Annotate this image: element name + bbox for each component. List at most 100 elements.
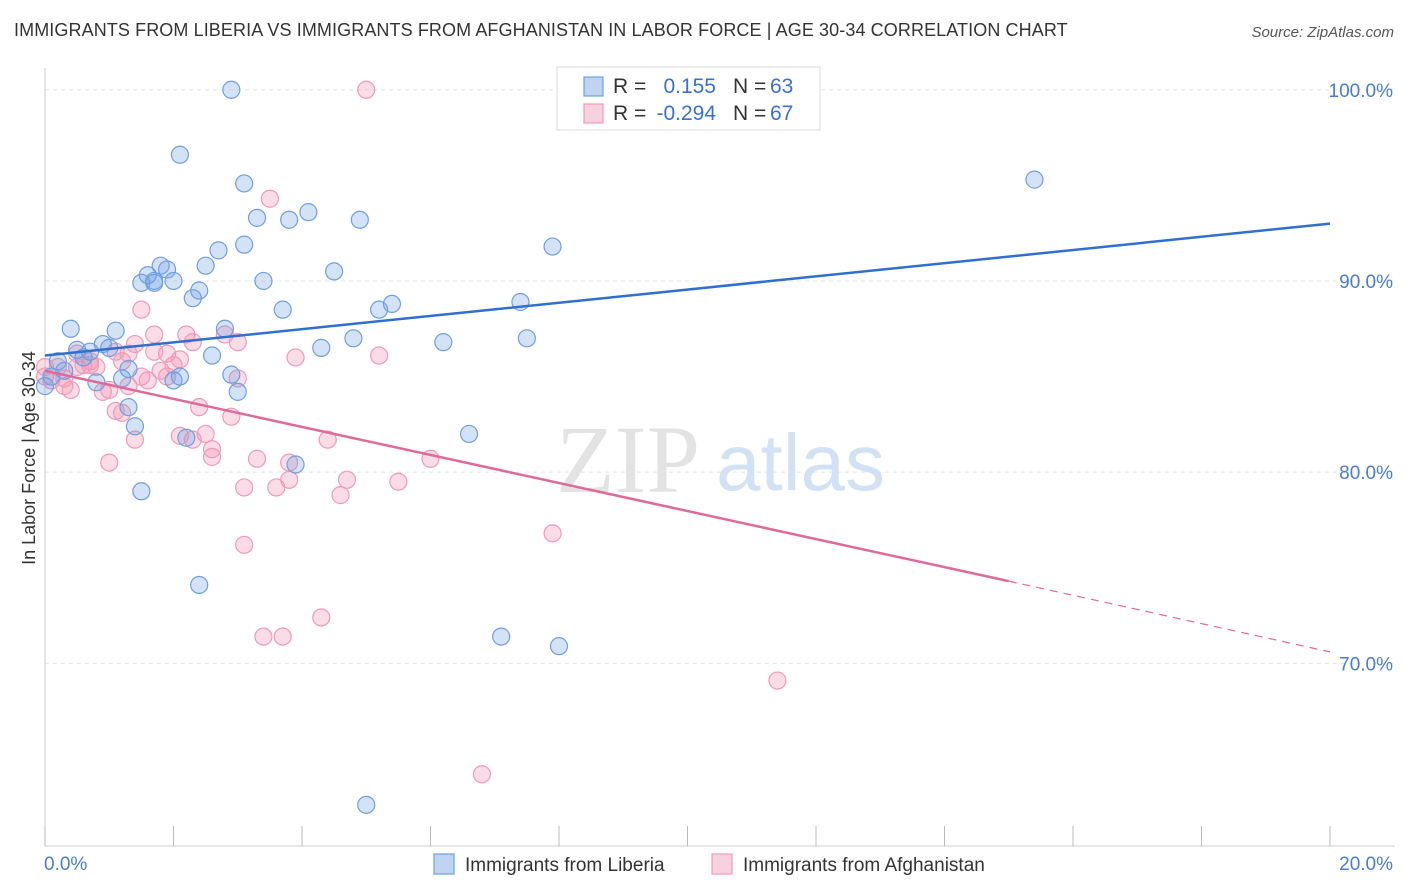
stats-n-label: N = [733,75,766,98]
legend-label-afghanistan: Immigrants from Afghanistan [743,855,985,876]
y-tick-label: 80.0% [1339,463,1393,484]
liberia-point [222,80,241,99]
stats-r-label: R = [613,102,646,125]
stats-n-label: N = [733,102,766,125]
liberia-point [157,260,177,279]
tick-labels: 100.0% 90.0% 80.0% 70.0% 0.0% 20.0% [44,81,1393,875]
liberia-point [344,329,363,348]
legend-swatch-liberia [433,853,455,875]
afghanistan-point [145,325,164,344]
liberia-point [61,319,80,338]
liberia-point [35,377,55,396]
stats-r-value: -0.294 [656,102,716,125]
liberia-point [517,329,536,348]
liberia-point [492,627,511,646]
liberia-point [170,145,190,164]
afghanistan-point [170,350,190,369]
liberia-point [209,241,228,260]
afghanistan-point [318,430,337,449]
afghanistan-point [202,447,222,466]
stats-swatch-0 [583,76,604,97]
liberia-point [382,294,402,314]
afghanistan-point [247,449,267,468]
liberia-point [543,237,562,256]
y-tick-label: 90.0% [1339,272,1393,293]
afghanistan-point [61,380,80,400]
stats-legend-box: R = 0.155 N = 63 R = -0.294 N = 67 [556,66,821,131]
source-label: Source: ZipAtlas.com [1251,24,1394,41]
afghanistan-point [389,472,408,491]
afghanistan-point [472,765,491,784]
liberia-point [119,359,138,379]
bottom-legend: Immigrants from Liberia Immigrants from A… [433,853,985,876]
y-axis-label: In Labor Force | Age 30-34 [19,351,39,565]
afghanistan-trend-line [44,369,1010,583]
y-tick-label: 70.0% [1339,654,1393,675]
afghanistan-point [196,424,215,444]
afghanistan-point [370,346,389,365]
liberia-point [170,367,190,386]
liberia-point [459,424,479,444]
afghanistan-point [312,608,331,627]
stats-n-value: 67 [770,102,793,125]
watermark: ZIP atlas [556,406,885,513]
afghanistan-point [138,371,157,390]
legend-label-liberia: Immigrants from Liberia [465,855,665,876]
liberia-point [106,321,125,340]
liberia-point [235,174,254,193]
afghanistan-point [337,470,357,489]
afghanistan-point [87,357,106,377]
afghanistan-point [280,453,299,472]
liberia-point [177,428,196,447]
liberia-point [273,300,292,319]
liberia-point [228,382,247,401]
liberia-point [350,210,369,229]
stats-swatch-1 [583,103,604,124]
afghanistan-point [543,524,562,543]
stats-n-value: 63 [770,75,793,98]
x-tick-label: 0.0% [44,854,87,875]
liberia-point [312,338,331,357]
afghanistan-point [190,398,209,417]
liberia-point [325,262,344,281]
chart-title: IMMIGRANTS FROM LIBERIA VS IMMIGRANTS FR… [14,20,1068,40]
axes [44,68,1395,847]
afghanistan-point [254,627,273,646]
afghanistan-point [235,535,254,554]
liberia-point [202,346,222,365]
trend-lines [44,222,1331,653]
afghanistan-point [273,627,292,646]
stats-r-value: 0.155 [663,75,716,98]
liberia-point [190,281,209,300]
series-liberia-points [35,80,1044,814]
afghanistan-trend-extension [1008,580,1331,653]
liberia-point [280,210,299,229]
afghanistan-point [357,80,376,99]
afghanistan-point [235,478,254,497]
afghanistan-point [202,440,222,459]
x-tick-label: 20.0% [1339,854,1393,875]
afghanistan-point [280,470,299,489]
stats-r-label: R = [613,75,646,98]
liberia-point [299,203,318,222]
legend-swatch-afghanistan [711,853,733,875]
watermark-zip: ZIP [556,406,700,513]
afghanistan-point [286,348,305,367]
liberia-point [254,271,273,291]
liberia-point [1025,170,1044,189]
liberia-point [125,417,145,436]
afghanistan-point [132,300,151,319]
liberia-point [132,482,151,501]
liberia-point [215,319,234,338]
liberia-point [119,398,138,417]
liberia-point [549,637,569,656]
afghanistan-point [125,334,145,354]
liberia-point [247,208,267,227]
liberia-point [190,575,209,595]
liberia-point [357,795,376,814]
afghanistan-point [125,430,145,449]
liberia-point [48,352,67,371]
afghanistan-point [228,333,247,352]
afghanistan-point [331,486,350,505]
